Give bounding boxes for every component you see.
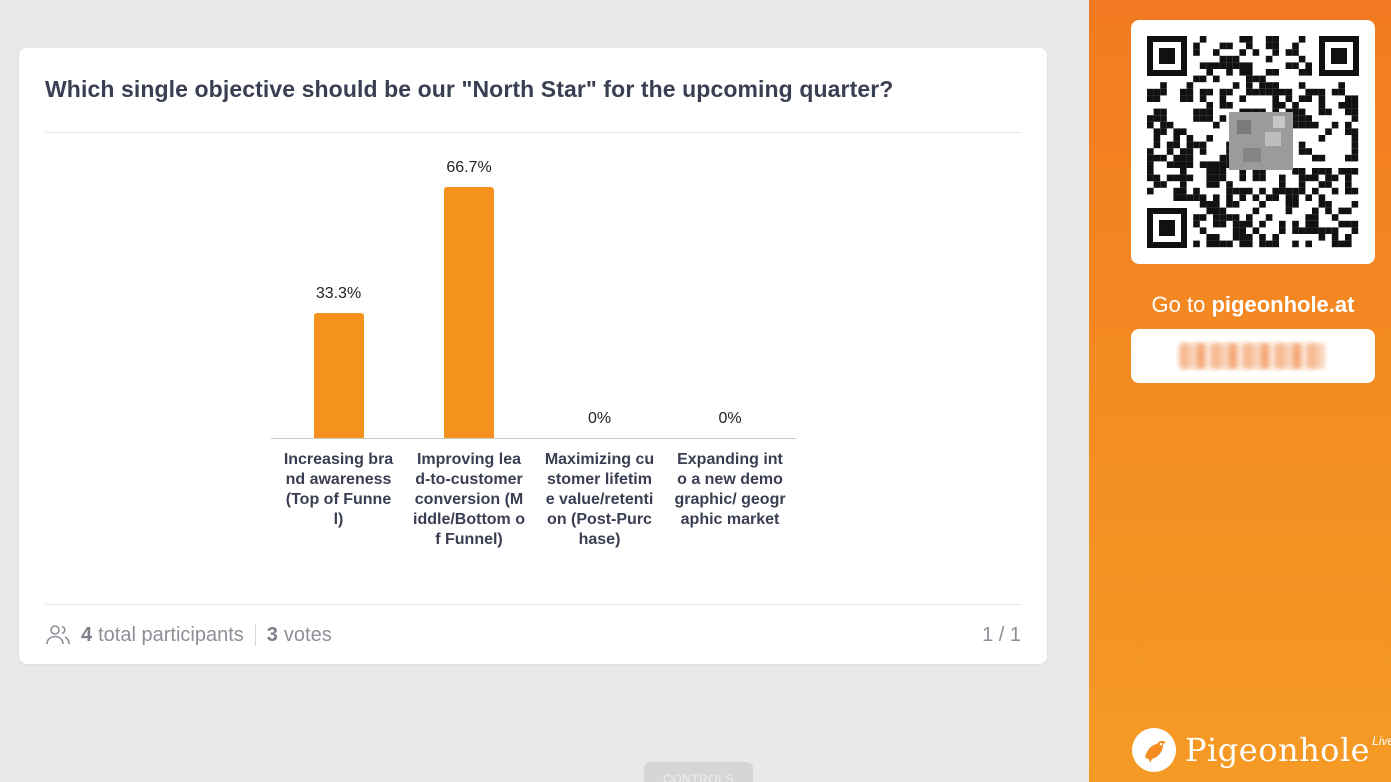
category-label-3: Expanding into a new demographic/ geogra… [674,451,786,528]
bar-value-label-2: 0% [587,410,612,427]
qr-code-icon [1147,36,1359,248]
category-label-2: Maximizing customer lifetime value/reten… [544,451,655,548]
footer-divider [45,604,1021,605]
header-divider [45,132,1021,133]
poll-footer: 4 total participants 3 votes 1 / 1 [45,620,1021,650]
goto-url[interactable]: pigeonhole.at [1211,292,1355,317]
join-instruction: Go to pigeonhole.at [1089,292,1391,318]
goto-prefix: Go to [1151,292,1206,317]
bar-1 [444,187,494,438]
event-code-redacted [1179,343,1325,369]
bar-value-label-1: 66.7% [446,159,492,176]
qr-code-card [1131,20,1375,264]
category-label-0: Increasing brand awareness (Top of Funne… [283,451,394,528]
bar-value-label-3: 0% [718,410,742,427]
chart-baseline [271,438,796,439]
bar-0 [313,313,364,438]
pagination-indicator: 1 / 1 [982,623,1021,646]
participants-count: 4 [81,623,93,646]
pigeon-logo-icon [1131,727,1177,773]
event-code-box [1131,329,1375,383]
category-label-1: Improving lead-to-customer conversion (M… [413,451,525,548]
results-chart: 33.3% 66.7% 0% 0% Increasing brand aware… [19,48,1047,604]
bar-value-label-0: 33.3% [315,285,362,302]
poll-card: Which single objective should be our "No… [19,48,1047,664]
brand-name: Pigeonhole [1185,731,1371,769]
users-icon [45,622,71,648]
votes-count: 3 [266,623,278,646]
votes-label: votes [283,623,332,646]
poll-question: Which single objective should be our "No… [45,76,894,102]
brand-logo: Pigeonhole Live [1131,727,1391,773]
brand-suffix: Live [1372,734,1391,748]
controls-button[interactable]: CONTROLS [644,762,753,782]
join-sidebar: Go to pigeonhole.at Pigeonhole Live [1089,0,1391,782]
participants-label: total participants [98,623,244,646]
footer-separator [254,624,256,646]
